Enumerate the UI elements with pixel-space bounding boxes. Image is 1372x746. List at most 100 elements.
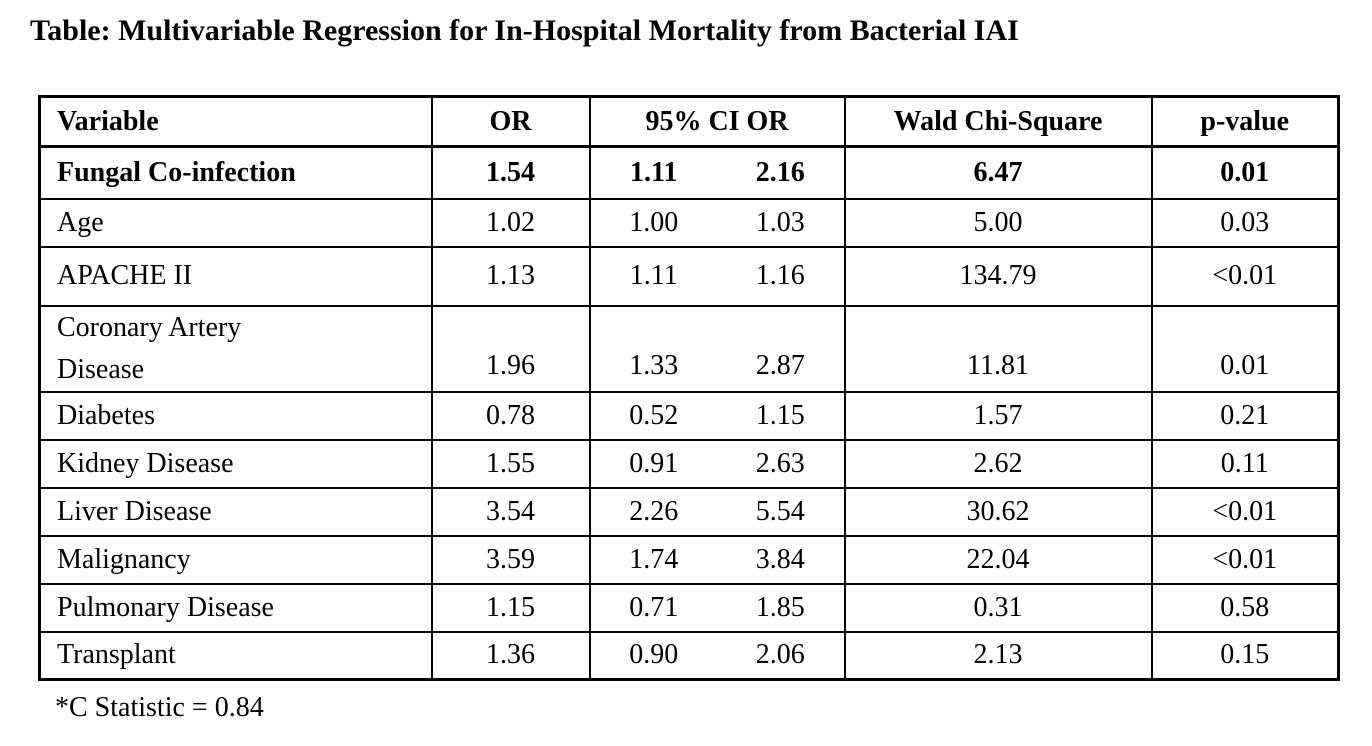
cell-variable: Pulmonary Disease (38, 582, 433, 633)
ci-upper-value: 1.16 (755, 260, 805, 291)
p-value: <0.01 (1212, 260, 1278, 291)
or-value: 1.55 (486, 447, 535, 479)
ci-lower-value: 1.74 (629, 543, 679, 575)
header-or: OR (430, 95, 591, 148)
cell-or: 3.59 (430, 534, 591, 585)
or-value: 1.13 (486, 260, 535, 291)
variable-label: Diabetes (57, 399, 155, 431)
cell-wald: 134.79 (843, 245, 1153, 307)
or-value: 1.15 (486, 591, 535, 623)
table-row: Pulmonary Disease 1.15 0.71 1.85 0.31 0.5… (38, 582, 1340, 633)
cell-p-value: <0.01 (1150, 486, 1340, 537)
cell-ci: 1.74 3.84 (588, 534, 846, 585)
table-row: Liver Disease 3.54 2.26 5.54 30.62 <0.01 (38, 486, 1340, 537)
cell-variable: Liver Disease (38, 486, 433, 537)
table-row: Transplant 1.36 0.90 2.06 2.13 0.15 (38, 630, 1340, 681)
table-body: Fungal Co-infection 1.54 1.11 2.16 6.47 0… (38, 145, 1340, 681)
or-value: 1.54 (486, 156, 535, 188)
cell-variable: Fungal Co-infection (38, 145, 433, 200)
p-value: 0.15 (1220, 639, 1270, 671)
p-value: 0.03 (1220, 206, 1270, 238)
cell-variable: Malignancy (38, 534, 433, 585)
ci-upper-value: 2.06 (755, 639, 805, 671)
cell-wald: 2.62 (843, 438, 1153, 489)
ci-lower-value: 0.91 (629, 447, 679, 479)
ci-upper-value: 2.16 (755, 156, 805, 188)
cell-p-value: <0.01 (1150, 534, 1340, 585)
ci-upper-value: 1.03 (755, 206, 805, 238)
cell-p-value: 0.03 (1150, 197, 1340, 248)
regression-table: Variable OR 95% CI OR Wald Chi-Square p-… (38, 95, 1340, 681)
ci-lower-value: 0.90 (629, 639, 679, 671)
cell-or: 1.02 (430, 197, 591, 248)
cell-or: 1.54 (430, 145, 591, 200)
wald-value: 2.13 (973, 639, 1023, 671)
cell-or: 1.96 (430, 304, 591, 393)
cell-wald: 30.62 (843, 486, 1153, 537)
cell-ci: 0.52 1.15 (588, 390, 846, 441)
cell-wald: 0.31 (843, 582, 1153, 633)
ci-upper-value: 1.15 (755, 399, 805, 431)
cell-or: 1.55 (430, 438, 591, 489)
wald-value: 0.31 (973, 591, 1023, 623)
header-wald: Wald Chi-Square (843, 95, 1153, 148)
table-header: Variable OR 95% CI OR Wald Chi-Square p-… (38, 95, 1340, 148)
ci-upper-value: 5.54 (755, 495, 805, 527)
table-row: Fungal Co-infection 1.54 1.11 2.16 6.47 0… (38, 145, 1340, 200)
variable-label: Transplant (57, 639, 176, 671)
variable-label: Coronary Artery Disease (57, 311, 242, 385)
ci-upper-value: 2.63 (755, 447, 805, 479)
or-value: 1.02 (486, 206, 535, 238)
wald-value: 6.47 (973, 156, 1023, 188)
cell-wald: 22.04 (843, 534, 1153, 585)
wald-value: 1.57 (973, 399, 1023, 431)
variable-label: Pulmonary Disease (57, 591, 274, 623)
p-value: <0.01 (1212, 495, 1278, 527)
wald-value: 30.62 (966, 495, 1030, 527)
cell-p-value: 0.11 (1150, 438, 1340, 489)
table-row: Malignancy 3.59 1.74 3.84 22.04 <0.01 (38, 534, 1340, 585)
ci-lower-value: 1.33 (629, 349, 679, 381)
variable-label: Age (57, 206, 104, 238)
cell-or: 3.54 (430, 486, 591, 537)
cell-variable: Kidney Disease (38, 438, 433, 489)
header-variable: Variable (38, 95, 433, 148)
wald-value: 2.62 (973, 447, 1023, 479)
cell-or: 1.15 (430, 582, 591, 633)
cell-wald: 6.47 (843, 145, 1153, 200)
ci-lower-value: 2.26 (629, 495, 679, 527)
cell-p-value: 0.21 (1150, 390, 1340, 441)
cell-p-value: 0.01 (1150, 304, 1340, 393)
ci-lower-value: 0.71 (629, 591, 679, 623)
ci-upper-value: 3.84 (755, 543, 805, 575)
cell-ci: 1.11 1.16 (588, 245, 846, 307)
cell-variable: Coronary Artery Disease (38, 304, 433, 393)
cell-wald: 11.81 (843, 304, 1153, 393)
header-row: Variable OR 95% CI OR Wald Chi-Square p-… (38, 95, 1340, 148)
cell-variable: APACHE II (38, 245, 433, 307)
cell-wald: 2.13 (843, 630, 1153, 681)
table-row: Age 1.02 1.00 1.03 5.00 0.03 (38, 197, 1340, 248)
cell-ci: 2.26 5.54 (588, 486, 846, 537)
cell-p-value: 0.58 (1150, 582, 1340, 633)
wald-value: 5.00 (973, 206, 1023, 238)
variable-label: Liver Disease (57, 495, 212, 527)
variable-label: Malignancy (57, 543, 191, 575)
cell-ci: 0.90 2.06 (588, 630, 846, 681)
variable-label: APACHE II (57, 260, 193, 291)
cell-wald: 5.00 (843, 197, 1153, 248)
cell-or: 0.78 (430, 390, 591, 441)
p-value: 0.11 (1220, 447, 1269, 479)
wald-value: 22.04 (966, 543, 1030, 575)
cell-wald: 1.57 (843, 390, 1153, 441)
cell-variable: Age (38, 197, 433, 248)
cell-p-value: <0.01 (1150, 245, 1340, 307)
c-statistic-footnote: *C Statistic = 0.84 (55, 692, 264, 723)
ci-upper-value: 1.85 (755, 591, 805, 623)
p-value: 0.21 (1220, 399, 1270, 431)
ci-lower-value: 0.52 (629, 399, 679, 431)
wald-value: 134.79 (959, 260, 1037, 291)
header-ci: 95% CI OR (588, 95, 846, 148)
ci-lower-value: 1.11 (630, 156, 678, 188)
variable-label: Kidney Disease (57, 447, 234, 479)
